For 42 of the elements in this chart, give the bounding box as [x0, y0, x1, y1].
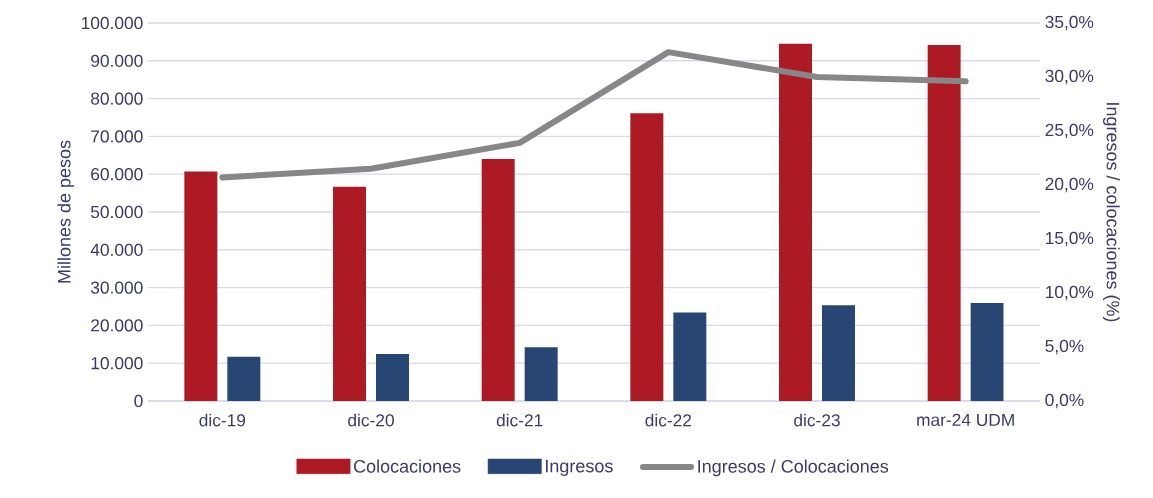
bar	[630, 113, 664, 401]
y2-tick-label: 10,0%	[1046, 285, 1094, 301]
bar	[524, 347, 558, 401]
y-tick-label: 30.000	[90, 281, 143, 294]
bar	[673, 312, 707, 401]
bar	[184, 171, 218, 401]
legend-label: Colocaciones	[353, 459, 461, 473]
legend-label: Ingresos / Colocaciones	[698, 459, 889, 477]
bar	[333, 186, 367, 401]
y-tick-label: 40.000	[90, 243, 143, 256]
y2-axis-title: Ingresos / colocaciones (%)	[1103, 103, 1120, 322]
y-tick-label: 100.000	[81, 16, 143, 30]
bar	[376, 354, 409, 401]
y2-tick-label: 25,0%	[1045, 123, 1094, 139]
y2-tick-label: 35,0%	[1045, 15, 1094, 31]
y-tick-label: 60.000	[91, 168, 143, 181]
y-axis-title: Millones de pesos	[57, 140, 75, 283]
bar	[481, 159, 515, 401]
y-tick-label: 10.000	[91, 357, 143, 370]
x-tick-label: dic-22	[645, 413, 692, 427]
y-tick-label: 50.000	[90, 205, 143, 219]
y2-tick-label: 30,0%	[1045, 69, 1094, 85]
y-tick-label: 70.000	[91, 130, 143, 143]
bar	[227, 356, 261, 401]
y-tick-label: 90.000	[91, 54, 143, 67]
bar	[779, 43, 813, 401]
y-tick-label: 80.000	[91, 92, 143, 105]
y-tick-label: 0	[134, 394, 143, 408]
y2-tick-label: 0,0%	[1045, 393, 1084, 409]
bar	[970, 303, 1004, 401]
y2-tick-label: 5,0%	[1045, 339, 1084, 355]
y-tick-label: 20.000	[91, 319, 143, 332]
bar	[821, 305, 855, 401]
x-tick-label: mar-24 UDM	[917, 413, 1014, 426]
y2-tick-label: 20,0%	[1045, 177, 1094, 193]
legend-label: Ingresos	[545, 459, 613, 476]
y2-tick-label: 15,0%	[1046, 231, 1094, 247]
x-tick-label: dic-20	[348, 413, 394, 427]
bar	[927, 44, 961, 401]
x-tick-label: dic-21	[496, 413, 543, 427]
x-tick-label: dic-23	[794, 413, 840, 427]
x-tick-label: dic-19	[199, 413, 246, 427]
